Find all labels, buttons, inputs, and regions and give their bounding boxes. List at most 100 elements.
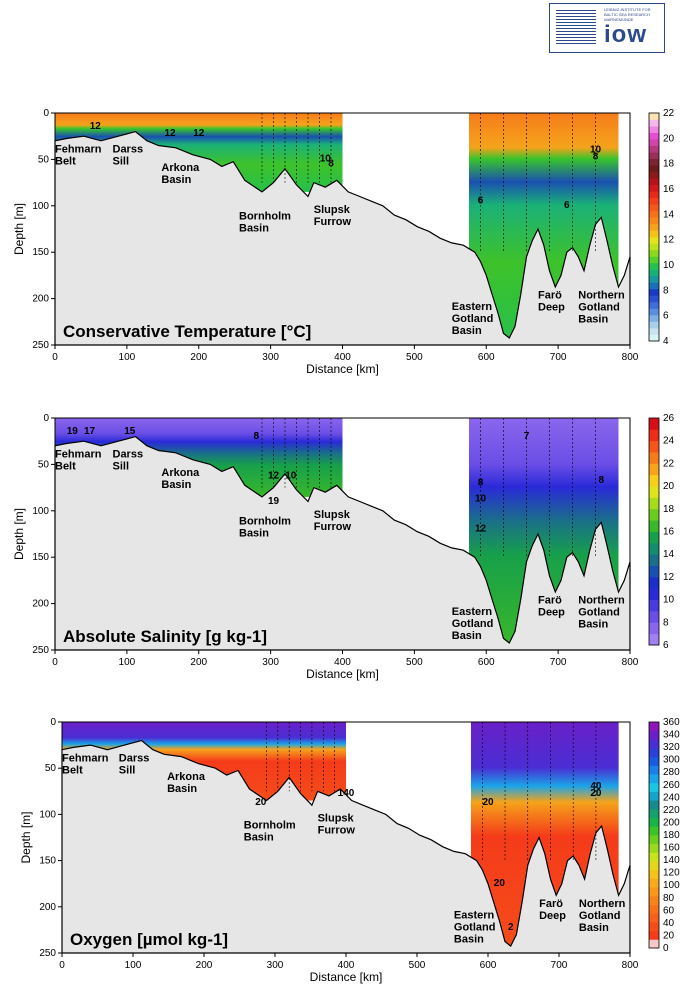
contour-label: 10	[590, 144, 602, 155]
colorbar-swatch	[649, 531, 659, 544]
y-tick-label: 200	[39, 902, 56, 913]
basin-label: Fehmarn Belt	[55, 448, 102, 472]
contour-label: 20	[590, 788, 602, 799]
colorbar-tick-label: 340	[663, 730, 680, 741]
colorbar-tick-label: 14	[663, 549, 675, 560]
colorbar-swatch	[649, 119, 659, 127]
contour-label: 8	[253, 431, 259, 442]
seabed	[54, 130, 631, 346]
colorbar-swatch	[649, 782, 659, 792]
colorbar-swatch	[649, 262, 659, 270]
basin-label: Darss Sill	[119, 752, 150, 776]
colorbar-swatch	[649, 204, 659, 212]
contour-label: 8	[328, 158, 334, 169]
colorbar-tick-label: 160	[663, 843, 680, 854]
x-tick-label: 800	[622, 960, 639, 971]
colorbar-tick-label: 200	[663, 817, 680, 828]
colorbar-swatch	[649, 210, 659, 218]
x-axis-label: Distance [km]	[310, 970, 383, 984]
y-tick-label: 100	[32, 201, 49, 212]
colorbar-swatch	[649, 126, 659, 133]
colorbar-swatch	[649, 327, 659, 335]
colorbar-swatch	[649, 429, 659, 442]
colorbar-swatch	[649, 826, 659, 836]
colorbar-swatch	[649, 843, 659, 853]
basin-label: Slupsk Furrow	[314, 509, 352, 533]
colorbar-swatch	[649, 197, 659, 205]
colorbar-tick-label: 12	[663, 235, 675, 246]
colorbar-swatch	[649, 904, 659, 914]
x-tick-label: 200	[196, 960, 213, 971]
colorbar-swatch	[649, 269, 659, 277]
contour-label: 140	[338, 788, 355, 799]
colorbar-tick-label: 22	[663, 458, 675, 469]
x-tick-label: 700	[550, 657, 567, 668]
colorbar-swatch	[649, 230, 659, 238]
contour-label: 12	[164, 128, 176, 139]
colorbar-swatch	[649, 791, 659, 801]
x-tick-label: 100	[119, 352, 136, 363]
colorbar-swatch	[649, 748, 659, 758]
colorbar-swatch	[649, 861, 659, 871]
x-tick-label: 300	[262, 657, 279, 668]
colorbar-tick-label: 320	[663, 742, 680, 753]
colorbar-swatch	[649, 223, 659, 231]
colorbar-swatch	[649, 508, 659, 521]
colorbar-tick-label: 360	[663, 717, 680, 728]
basin-label: Farö Deep	[539, 898, 566, 922]
basin-label: Arkona Basin	[161, 467, 200, 491]
y-tick-label: 250	[32, 645, 49, 656]
colorbar-tick-label: 300	[663, 755, 680, 766]
colorbar-tick-label: 20	[663, 930, 675, 941]
colorbar-tick-label: 260	[663, 780, 680, 791]
y-axis-label: Depth [m]	[19, 811, 33, 863]
colorbar-swatch	[649, 486, 659, 498]
colorbar-swatch	[649, 497, 659, 510]
colorbar-swatch	[649, 113, 659, 120]
y-tick-label: 0	[43, 413, 49, 424]
colorbar-swatch	[649, 321, 659, 329]
basin-label: Northern Gotland Basin	[578, 290, 625, 326]
contour-label: 10	[285, 470, 297, 481]
colorbar-swatch	[649, 145, 659, 153]
colorbar-swatch	[649, 921, 659, 932]
contour-label: 15	[124, 426, 136, 437]
colorbar-frame	[648, 417, 660, 646]
contour-label: 12	[268, 470, 280, 481]
contour-label: 12	[193, 128, 205, 139]
y-tick-label: 50	[38, 154, 50, 165]
colorbar-swatch	[649, 463, 659, 476]
seabed	[54, 435, 631, 651]
colorbar-swatch	[649, 308, 659, 316]
y-tick-label: 150	[32, 552, 49, 563]
colorbar-swatch	[649, 939, 659, 949]
colorbar-frame	[648, 112, 660, 342]
x-axis-label: Distance [km]	[306, 362, 379, 376]
contour-label: 6	[564, 200, 570, 211]
x-tick-label: 200	[190, 352, 207, 363]
y-tick-label: 100	[32, 506, 49, 517]
y-axis-label: Depth [m]	[12, 203, 26, 255]
colorbar-tick-label: 280	[663, 767, 680, 778]
colorbar-swatch	[649, 275, 659, 283]
contour-label: 19	[268, 496, 280, 507]
logo-lines-icon	[556, 10, 596, 44]
colorbar-swatch	[649, 184, 659, 192]
colorbar-tick-label: 20	[663, 481, 675, 492]
x-tick-label: 400	[338, 960, 355, 971]
colorbar-tick-label: 4	[663, 336, 669, 347]
logo-text: iow	[604, 21, 647, 48]
x-tick-label: 500	[406, 352, 423, 363]
chart-title: Absolute Salinity [g kg-1]	[63, 627, 267, 646]
colorbar-tick-label: 8	[663, 617, 669, 628]
colorbar-swatch	[649, 599, 659, 612]
colorbar-tick-label: 10	[663, 595, 675, 606]
y-tick-label: 100	[39, 809, 56, 820]
colorbar-swatch	[649, 288, 659, 296]
contour-label: 10	[475, 494, 487, 505]
y-tick-label: 0	[50, 717, 56, 728]
x-tick-label: 0	[52, 657, 58, 668]
contour-label: 7	[524, 431, 530, 442]
